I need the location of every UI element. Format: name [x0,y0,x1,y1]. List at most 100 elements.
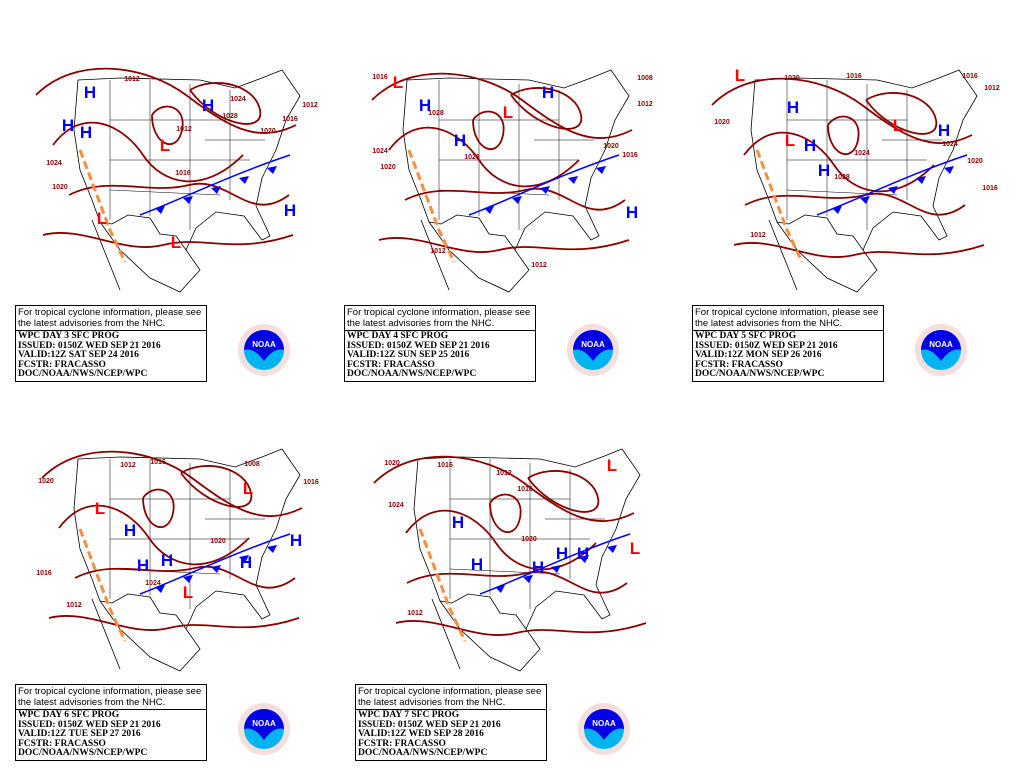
us-outline [73,69,301,251]
cold-front [816,154,968,216]
notice-line: the latest advisories from the NHC. [18,318,166,329]
isobar-label: 1008 [637,75,653,82]
notice-line: For tropical cyclone information, please… [358,686,542,697]
cold-front-triangle [183,196,193,204]
isobar-label: 1024 [230,96,246,103]
cold-front [139,533,291,595]
notice-line: the latest advisories from the NHC. [695,318,843,329]
cold-front-triangle [155,585,165,593]
high-pressure-center: H [137,556,149,575]
isobar [865,92,937,135]
high-pressure-center: H [290,531,302,550]
low-pressure-center: L [95,499,105,518]
isobar-label: 1016 [150,459,166,466]
valid-time: VALID:12Z WED SEP 28 2016 [358,729,484,739]
isobar-label: 1020 [210,538,226,545]
high-pressure-center: H [419,96,431,115]
isobar [41,450,303,517]
isobar [406,570,628,594]
notice-line: the latest advisories from the NHC. [18,697,166,708]
organization: DOC/NOAA/NWS/NCEP/WPC [18,369,148,379]
isobar-label: 1016 [36,570,52,577]
state-borders [109,80,265,230]
issued-time: ISSUED: 0150Z WED SEP 21 2016 [695,340,838,351]
cold-front [139,154,291,216]
tropical-notice: For tropical cyclone information, please… [692,305,884,331]
high-pressure-center: H [454,131,466,150]
isobar-label: 1020 [714,119,730,126]
cold-front-triangle [523,575,533,583]
isobar [52,121,244,183]
issued-time: ISSUED: 0150Z WED SEP 21 2016 [347,340,490,351]
issued-time: ISSUED: 0150Z WED SEP 21 2016 [358,719,501,730]
isobar-label: 1020 [260,128,276,135]
isobar-label: 1020 [967,158,983,165]
isobar [378,237,630,253]
noaa-logo: NOAA [238,324,290,376]
cold-front-triangle [211,565,221,573]
tropical-notice: For tropical cyclone information, please… [355,684,547,710]
low-pressure-center: L [243,479,253,498]
isobar-label: 1012 [407,610,423,617]
us-outline [402,69,630,251]
isobar [189,82,261,125]
state-borders [449,459,605,609]
isobar [733,242,985,258]
isobar-label: 1020 [521,536,537,543]
high-pressure-center: H [161,551,173,570]
cold-front-triangle [540,186,550,194]
isobar [151,105,184,146]
isobar [489,493,522,534]
isobar-label: 1012 [637,101,653,108]
valid-time: VALID:12Z SAT SEP 24 2016 [18,350,139,360]
isobar-label: 1020 [38,478,54,485]
isobar [42,232,294,248]
organization: DOC/NOAA/NWS/NCEP/WPC [18,748,148,758]
forecaster: FCSTR: FRACASSO [18,359,106,370]
forecaster: FCSTR: FRACASSO [18,738,106,749]
isobar [711,77,973,144]
high-pressure-center: H [80,123,92,142]
isobar [35,67,297,134]
high-pressure-center: H [626,203,638,222]
high-pressure-center: H [556,544,568,563]
isobar-label: 1020 [380,164,396,171]
isobar-label: 1012 [750,232,766,239]
isobar-label: 1020 [52,184,68,191]
high-pressure-center: H [284,201,296,220]
isobar-label: 1024 [854,150,870,157]
trough-line [755,149,804,263]
issued-time: ISSUED: 0150Z WED SEP 21 2016 [18,719,161,730]
low-pressure-center: L [607,456,617,475]
cold-front-triangle [183,575,193,583]
high-pressure-center: H [804,136,816,155]
low-pressure-center: L [97,209,107,228]
surface-map: HH HHHLLL10121016102010241028101210161012… [35,67,318,293]
mexico-outline [420,219,530,293]
isobar-label: 1024 [372,148,388,155]
isobar-label: 1012 [176,126,192,133]
forecast-panel-day-5: H H H H L L L 1020 1016 1016 1012 1020 1028 1024 1024 1… [677,0,1007,385]
cold-front-triangle [267,545,277,553]
cold-front-triangle [267,166,277,174]
isobar-label: 1028 [222,113,238,120]
forecaster: FCSTR: FRACASSO [358,738,446,749]
notice-line: the latest advisories from the NHC. [358,697,506,708]
svg-text:NOAA: NOAA [581,340,605,349]
forecast-panel-day-4: H H H H L L 1016 1008 1012 1028 1028 1020 1024 1020 10… [329,0,659,385]
low-pressure-center: L [735,66,745,85]
cold-front-triangle [832,206,842,214]
organization: DOC/NOAA/NWS/NCEP/WPC [695,369,825,379]
high-pressure-center: H [532,558,544,577]
high-pressure-center: H [787,98,799,117]
isobar [388,126,580,188]
cold-front-triangle [239,555,249,563]
svg-text:NOAA: NOAA [592,719,616,728]
state-borders [786,80,942,230]
cold-front-triangle [596,166,606,174]
low-pressure-center: L [893,116,903,135]
notice-line: For tropical cyclone information, please… [695,307,879,318]
low-pressure-center: L [393,73,403,92]
forecast-panel-day-6: H H H H H L L L 1020 1012 1016 1008 1016 1020 1024 1016… [0,379,330,764]
